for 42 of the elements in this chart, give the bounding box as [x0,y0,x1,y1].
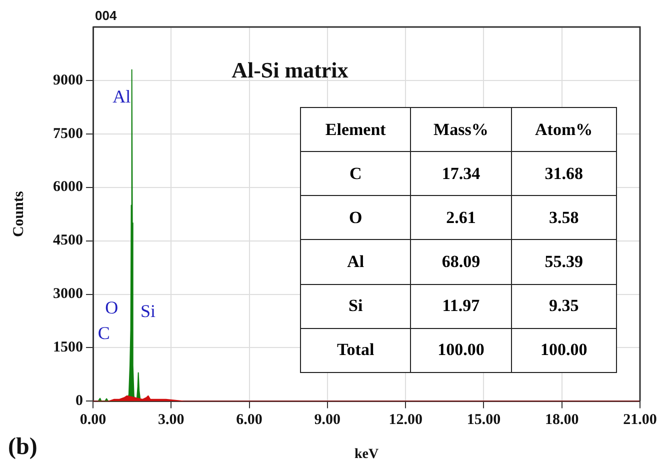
annotation: C [98,323,110,344]
data-label: 2.61 [410,196,512,240]
text: (b) [8,434,38,460]
y-tick-label: 9000 [53,72,83,88]
annotation: O [105,297,118,318]
data-label: 9.35 [511,284,616,328]
series-label: Mass% [410,108,512,152]
y-tick-label: 4500 [53,232,83,249]
annotation: Al [112,86,131,106]
annotation: 100.00 [410,328,512,372]
y-tick-label: 3000 [53,286,83,302]
category-label: Al [300,240,411,284]
annotation: Si [140,300,156,321]
y-tick-label: 7500 [53,126,83,142]
x-tick-label: 3.00 [158,412,184,428]
data-label: 3.58 [511,196,616,240]
text: Al-Si matrix [232,58,348,83]
x-tick-label: 12.00 [388,412,422,428]
x-tick-label: 0.00 [80,412,106,428]
category-label: C [300,152,411,196]
x-tick-label: 15.00 [466,412,501,428]
x-axis-title: keV [354,447,379,462]
data-label: 17.34 [410,152,512,196]
data-label: 55.39 [511,240,616,284]
x-tick-label: 21.00 [623,412,657,428]
data-label: 68.09 [410,240,512,284]
legend-title: Element [300,108,411,152]
category-label: O [300,196,411,240]
annotation: Total [300,328,411,372]
y-tick-label: 0 [76,393,83,410]
text: Atom% [511,108,616,152]
y-axis-title: Counts [10,191,27,238]
x-tick-label: 18.00 [544,412,579,428]
x-tick-label: 6.00 [236,412,262,428]
y-tick-label: 6000 [53,179,83,196]
category-label: Si [300,284,411,328]
y-tick-label: 1500 [53,340,83,356]
text: 004 [95,8,118,24]
annotation: 100.00 [511,328,616,372]
x-tick-label: 9.00 [314,412,341,428]
data-label: 11.97 [410,284,512,328]
data-label: 31.68 [511,152,616,196]
